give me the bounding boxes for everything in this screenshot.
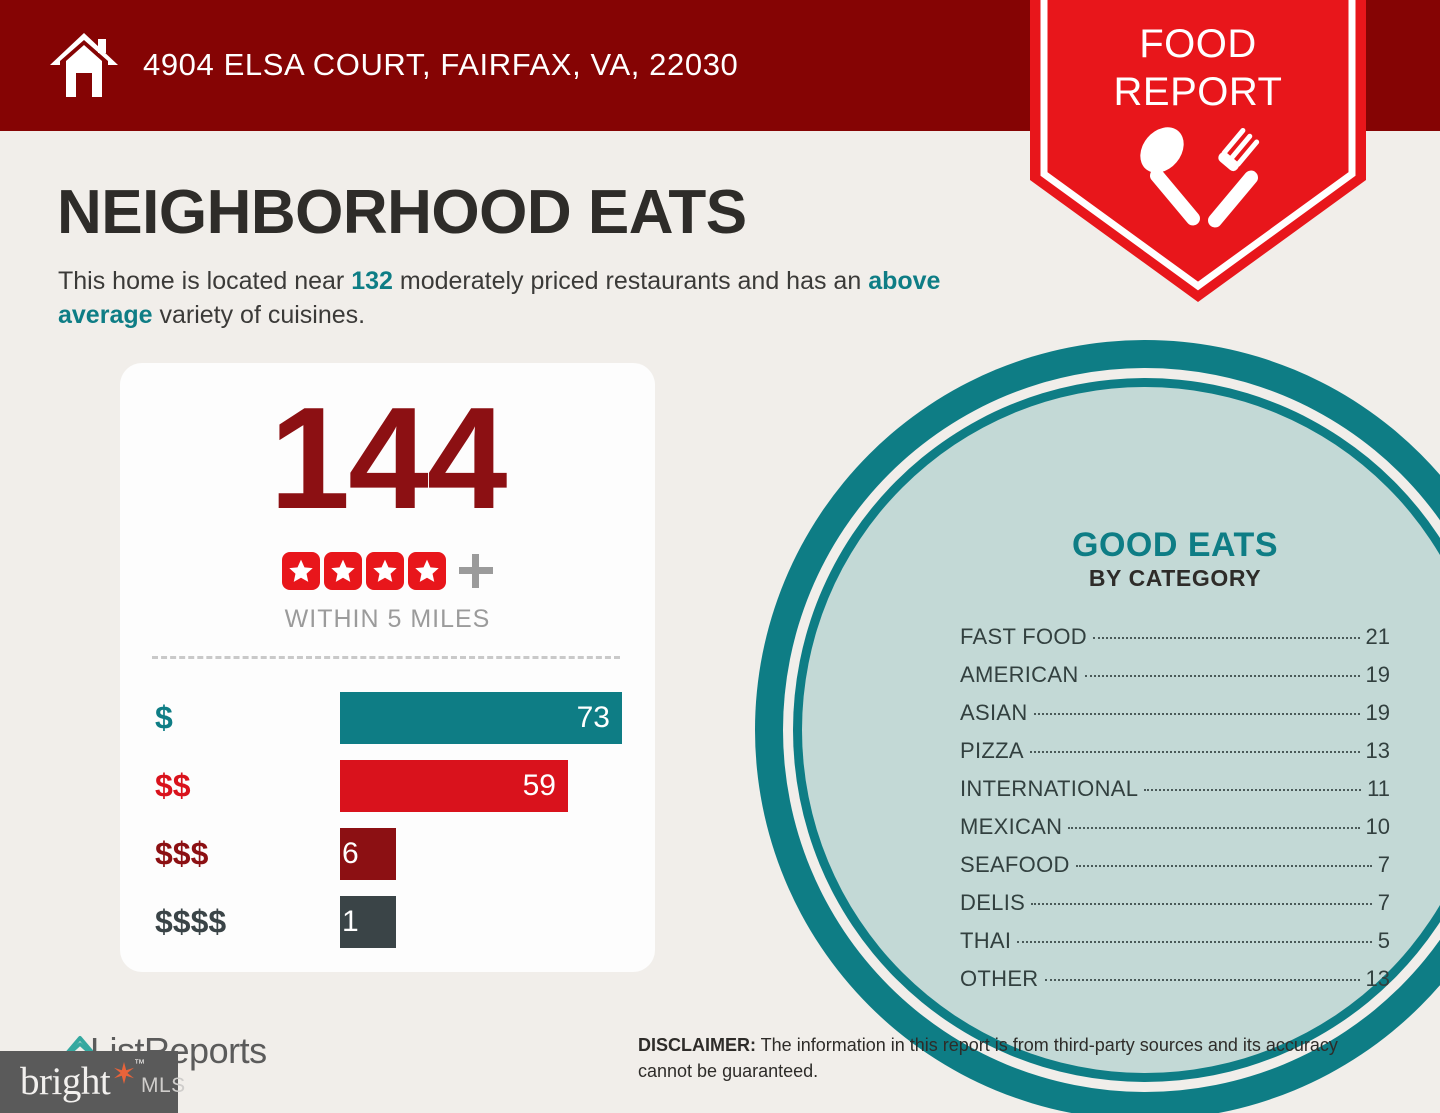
category-label: DELIS: [960, 890, 1026, 915]
category-label: FAST FOOD: [960, 624, 1087, 649]
leader-dots: [1144, 789, 1362, 791]
price-range-bar: 59: [340, 760, 568, 812]
plus-icon: [459, 554, 493, 588]
category-value: 5: [1377, 928, 1390, 953]
star-icon: [408, 552, 446, 590]
bar-value: 59: [522, 769, 556, 802]
price-range-bar-chart: $73 $$ 59 $$$ 6 $$$$ 1: [120, 688, 655, 960]
leader-dots: [1031, 903, 1372, 905]
category-label: PIZZA: [960, 738, 1024, 763]
bright-mls-label: MLS: [141, 1074, 186, 1097]
star-rating: [120, 552, 655, 590]
radius-label: WITHIN 5 MILES: [284, 605, 491, 633]
subtitle-text-3: variety of cuisines.: [152, 301, 366, 329]
category-value: 13: [1365, 966, 1390, 991]
leader-dots: [1044, 979, 1360, 981]
price-range-label: $: [155, 699, 173, 736]
star-icon: [366, 552, 404, 590]
page-title: NEIGHBORHOOD EATS: [57, 178, 747, 247]
leader-dots: [1068, 827, 1360, 829]
leader-dots: [1075, 865, 1372, 867]
price-range-label: $$$$: [155, 903, 227, 940]
category-value: 21: [1365, 624, 1390, 649]
subtitle-count: 132: [351, 267, 393, 295]
bar-value: 6: [342, 837, 359, 870]
disclaimer-label: DISCLAIMER:: [638, 1035, 756, 1055]
category-label: AMERICAN: [960, 662, 1079, 687]
price-range-bar: 1: [340, 896, 396, 948]
good-eats-title: GOOD EATS: [1072, 526, 1278, 564]
category-label: OTHER: [960, 966, 1039, 991]
badge-title: FOOD REPORT: [1030, 20, 1366, 116]
disclaimer: DISCLAIMER: The information in this repo…: [638, 1032, 1380, 1084]
leader-dots: [1029, 751, 1360, 753]
page-subtitle: This home is located near 132 moderately…: [58, 264, 1018, 332]
restaurant-stats-card: 144 WITHIN 5 MILES $73 $$ 59 $$$ 6 $$$$ 1: [120, 363, 655, 972]
good-eats-panel: GOOD EATS BY CATEGORY FAST FOOD 21 AMERICA…: [960, 525, 1390, 998]
category-label: THAI: [960, 928, 1012, 953]
bar-row: $$$ 6: [120, 824, 655, 884]
food-report-badge: FOOD REPORT: [1030, 0, 1366, 302]
category-row: INTERNATIONAL 11: [960, 770, 1390, 808]
property-address: 4904 ELSA COURT, FAIRFAX, VA, 22030: [143, 47, 739, 82]
bright-mls-watermark: bright ™ MLS: [0, 1051, 185, 1113]
leader-dots: [1033, 713, 1360, 715]
circle-fill: [802, 387, 1440, 1073]
category-label: INTERNATIONAL: [960, 776, 1139, 801]
category-label: MEXICAN: [960, 814, 1063, 839]
price-range-label: $$: [155, 767, 191, 804]
price-range-bar: 6: [340, 828, 396, 880]
bar-value: 73: [576, 701, 610, 734]
category-row: DELIS 7: [960, 884, 1390, 922]
restaurant-count: 144: [269, 377, 508, 539]
bar-value: 1: [342, 905, 359, 938]
category-row: SEAFOOD 7: [960, 846, 1390, 884]
bright-wordmark: bright: [20, 1060, 111, 1103]
home-icon: [48, 31, 120, 99]
leader-dots: [1084, 675, 1360, 677]
subtitle-text-1: This home is located near: [58, 267, 352, 295]
price-range-label: $$$: [155, 835, 209, 872]
bright-trademark: ™: [134, 1058, 145, 1070]
category-value: 7: [1377, 890, 1390, 915]
category-value: 19: [1365, 662, 1390, 687]
category-label: SEAFOOD: [960, 852, 1070, 877]
category-row: FAST FOOD 21: [960, 618, 1390, 656]
disclaimer-text: The information in this report is from t…: [638, 1035, 1338, 1081]
category-label: ASIAN: [960, 700, 1028, 725]
category-row: MEXICAN 10: [960, 808, 1390, 846]
badge-line-1: FOOD: [1139, 22, 1257, 66]
star-icon: [324, 552, 362, 590]
bright-star-icon: [113, 1062, 135, 1084]
good-eats-subtitle: BY CATEGORY: [1088, 565, 1262, 591]
category-row: OTHER 13: [960, 960, 1390, 998]
category-row: ASIAN 19: [960, 694, 1390, 732]
subtitle-text-2: moderately priced restaurants and has an: [392, 267, 869, 295]
category-list: FAST FOOD 21 AMERICAN 19 ASIAN 19 PIZZA 13 INTER…: [960, 618, 1390, 998]
price-range-bar: 73: [340, 692, 622, 744]
leader-dots: [1092, 637, 1360, 639]
badge-line-2: REPORT: [1113, 70, 1283, 114]
star-icon: [282, 552, 320, 590]
category-row: PIZZA 13: [960, 732, 1390, 770]
category-value: 13: [1365, 738, 1390, 763]
teal-circle-decoration: [700, 330, 1440, 1113]
bar-row: $$ 59: [120, 756, 655, 816]
category-row: AMERICAN 19: [960, 656, 1390, 694]
bar-row: $73: [120, 688, 655, 748]
category-value: 10: [1365, 814, 1390, 839]
subtitle-variety: above average: [58, 267, 941, 329]
category-value: 19: [1365, 700, 1390, 725]
category-value: 7: [1377, 852, 1390, 877]
category-row: THAI 5: [960, 922, 1390, 960]
bar-row: $$$$ 1: [120, 892, 655, 952]
leader-dots: [1017, 941, 1372, 943]
category-value: 11: [1367, 776, 1390, 801]
card-divider: [152, 656, 620, 659]
